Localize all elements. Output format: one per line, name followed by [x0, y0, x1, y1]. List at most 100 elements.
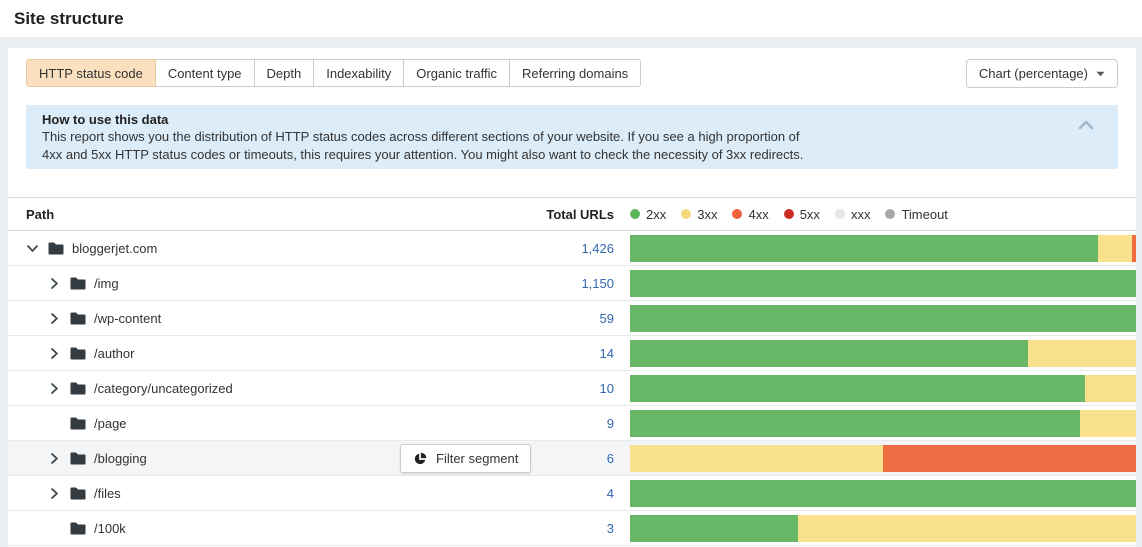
status-distribution-bar[interactable] — [630, 234, 1136, 262]
expand-row-toggle[interactable] — [48, 277, 62, 290]
bar-segment-2xx[interactable] — [630, 304, 1136, 332]
folder-icon — [70, 347, 86, 360]
bar-segment-3xx[interactable] — [798, 514, 1136, 542]
status-distribution-bar[interactable] — [630, 479, 1136, 507]
table-header-row: Path Total URLs 2xx 3xx 4xx 5xx xxx Timeout — [8, 197, 1136, 232]
collapse-row-toggle[interactable] — [26, 242, 40, 255]
chevron-right-icon — [51, 312, 58, 324]
chevron-right-icon — [51, 487, 58, 499]
bar-segment-3xx[interactable] — [630, 444, 883, 472]
legend-item-2xx: 2xx — [630, 207, 666, 222]
table-row[interactable]: /author 14 — [8, 336, 1136, 372]
folder-icon — [70, 522, 86, 535]
path-name: /wp-content — [94, 310, 162, 326]
status-distribution-bar[interactable] — [630, 269, 1136, 297]
total-urls-link[interactable]: 1,150 — [581, 275, 614, 291]
legend-item-timeout: Timeout — [885, 206, 948, 222]
table-row[interactable]: /blogging Filter segment 6 — [8, 441, 1136, 477]
folder-icon — [70, 417, 86, 430]
path-cell: bloggerjet.com — [8, 231, 534, 265]
total-urls-link[interactable]: 6 — [606, 450, 614, 466]
info-box: How to use this data This report shows y… — [26, 105, 1118, 170]
tab-http-status-code[interactable]: HTTP status code — [26, 59, 156, 87]
bar-segment-2xx[interactable] — [630, 409, 1080, 437]
chart-mode-dropdown[interactable]: Chart (percentage) — [965, 59, 1118, 88]
folder-icon — [70, 487, 86, 500]
status-distribution-bar[interactable] — [630, 339, 1136, 367]
folder-icon — [70, 312, 86, 325]
bar-segment-2xx[interactable] — [630, 234, 1099, 262]
status-distribution-bar[interactable] — [630, 304, 1136, 332]
table-row[interactable]: /files 4 — [8, 476, 1136, 512]
legend-dot-2xx — [630, 209, 640, 220]
filter-segment-button[interactable]: Filter segment — [400, 444, 532, 474]
legend-label: 2xx — [646, 206, 667, 222]
path-cell: /category/uncategorized — [8, 371, 534, 405]
path-name: /category/uncategorized — [94, 380, 233, 396]
bar-segment-2xx[interactable] — [630, 514, 799, 542]
bar-segment-3xx[interactable] — [1085, 374, 1136, 402]
total-urls-link[interactable]: 4 — [606, 485, 614, 501]
folder-icon — [70, 417, 86, 430]
bar-segment-2xx[interactable] — [630, 269, 1136, 297]
legend-label: 4xx — [748, 206, 769, 222]
status-distribution-bar[interactable] — [630, 374, 1136, 402]
bar-segment-2xx[interactable] — [630, 374, 1086, 402]
content-panel: HTTP status code Content type Depth Indexab… — [8, 48, 1136, 547]
status-distribution-bar[interactable] — [630, 514, 1136, 542]
tab-referring-domains[interactable]: Referring domains — [508, 59, 642, 87]
expand-row-toggle[interactable] — [48, 452, 62, 465]
expand-row-toggle[interactable] — [48, 382, 62, 395]
path-cell: /img — [8, 266, 534, 300]
toolbar: HTTP status code Content type Depth Indexab… — [8, 59, 1136, 88]
tab-organic-traffic[interactable]: Organic traffic — [403, 59, 510, 87]
table-row[interactable]: /category/uncategorized 10 — [8, 371, 1136, 407]
folder-icon — [48, 242, 64, 255]
total-urls-link[interactable]: 14 — [599, 345, 614, 361]
path-cell: /100k — [8, 511, 534, 545]
bar-segment-3xx[interactable] — [1027, 339, 1136, 367]
bar-segment-3xx[interactable] — [1098, 234, 1132, 262]
site-structure-table: Path Total URLs 2xx 3xx 4xx 5xx xxx Timeout b… — [8, 197, 1136, 547]
legend-dot-3xx — [681, 209, 692, 220]
tab-indexability[interactable]: Indexability — [313, 59, 405, 87]
info-box-title: How to use this data — [42, 112, 169, 127]
legend-item-4xx: 4xx — [732, 206, 769, 222]
expand-row-toggle[interactable] — [48, 347, 62, 360]
folder-icon — [48, 242, 64, 255]
bar-segment-4xx[interactable] — [883, 444, 1136, 472]
table-body: bloggerjet.com 1,426/img 1,150/wp-content 5… — [8, 231, 1136, 547]
chevron-down-icon — [1096, 71, 1105, 76]
bar-segment-2xx[interactable] — [630, 479, 1136, 507]
folder-icon — [70, 382, 86, 395]
total-urls-link[interactable]: 59 — [599, 310, 614, 326]
bar-segment-4xx[interactable] — [1131, 234, 1136, 262]
status-distribution-bar[interactable] — [630, 444, 1136, 472]
table-row[interactable]: /img 1,150 — [8, 266, 1136, 302]
expand-row-toggle[interactable] — [48, 312, 62, 325]
folder-icon — [70, 452, 86, 465]
table-row[interactable]: /page 9 — [8, 406, 1136, 442]
legend-dot-timeout — [885, 209, 896, 220]
path-cell: /page — [8, 406, 534, 440]
path-cell: /wp-content — [8, 301, 534, 335]
total-urls-link[interactable]: 9 — [606, 415, 614, 431]
table-row[interactable]: /wp-content 59 — [8, 301, 1136, 337]
tab-depth[interactable]: Depth — [253, 59, 315, 87]
status-distribution-bar[interactable] — [630, 409, 1136, 437]
path-name: /author — [94, 345, 135, 361]
tab-content-type[interactable]: Content type — [154, 59, 255, 87]
path-cell: /author — [8, 336, 534, 370]
bar-segment-3xx[interactable] — [1079, 409, 1136, 437]
path-name: /blogging — [94, 450, 147, 466]
total-urls-link[interactable]: 3 — [606, 520, 614, 536]
total-urls-link[interactable]: 10 — [599, 380, 614, 396]
table-row[interactable]: bloggerjet.com 1,426 — [8, 231, 1136, 267]
total-urls-link[interactable]: 1,426 — [581, 240, 614, 256]
expand-row-toggle[interactable] — [48, 487, 62, 500]
table-row[interactable]: /100k 3 — [8, 511, 1136, 547]
collapse-info-icon[interactable] — [1078, 117, 1094, 134]
bar-segment-2xx[interactable] — [630, 339, 1028, 367]
folder-icon — [70, 277, 86, 290]
legend-label: Timeout — [901, 206, 948, 222]
